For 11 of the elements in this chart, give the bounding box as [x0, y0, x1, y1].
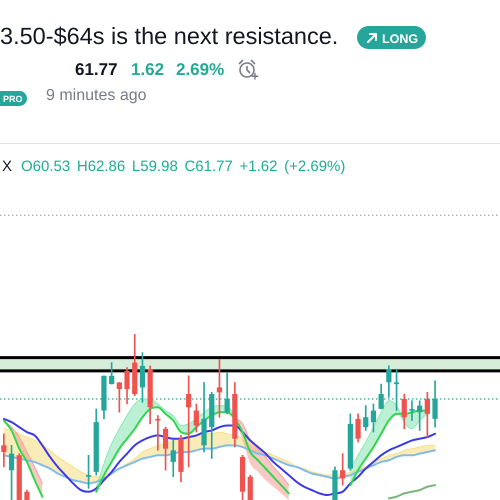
text: 9 minutes ago — [46, 87, 147, 104]
text: 61.77 — [75, 60, 118, 79]
text: O60.53 H62.86 L59.98 C61.77 +1.62 (+2.69%) — [21, 158, 346, 175]
text: 1.62 — [131, 60, 164, 79]
chart-title: 3.50-$64s is the next resistance. — [0, 23, 338, 49]
text: 2.69% — [176, 60, 224, 79]
candlestick — [216, 358, 222, 418]
text: X — [2, 158, 12, 175]
candlestick — [86, 454, 92, 489]
text: LONG — [382, 32, 418, 46]
text: PRO — [3, 94, 23, 104]
